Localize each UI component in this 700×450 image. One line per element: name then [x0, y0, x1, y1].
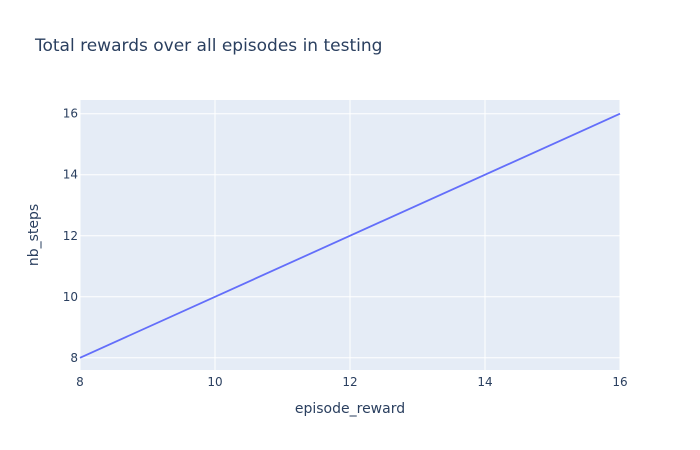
y-tick-label: 8	[70, 351, 78, 365]
x-tick-label: 16	[612, 375, 627, 389]
x-tick-label: 12	[342, 375, 357, 389]
y-tick-label: 12	[63, 229, 78, 243]
y-tick-label: 16	[63, 107, 78, 121]
x-tick-label: 8	[76, 375, 84, 389]
y-axis-title: nb_steps	[26, 204, 42, 266]
x-axis-title: episode_reward	[295, 401, 405, 417]
y-tick-labels: 8 10 12 14 16	[63, 107, 78, 365]
y-tick-label: 10	[63, 290, 78, 304]
y-tick-label: 14	[63, 168, 78, 182]
series-layer	[79, 112, 621, 359]
x-tick-labels: 8 10 12 14 16	[76, 375, 627, 389]
x-tick-label: 10	[207, 375, 222, 389]
chart-title: Total rewards over all episodes in testi…	[34, 36, 382, 56]
y-gridlines	[80, 113, 620, 359]
series-line	[79, 112, 621, 359]
x-tick-label: 14	[477, 375, 492, 389]
